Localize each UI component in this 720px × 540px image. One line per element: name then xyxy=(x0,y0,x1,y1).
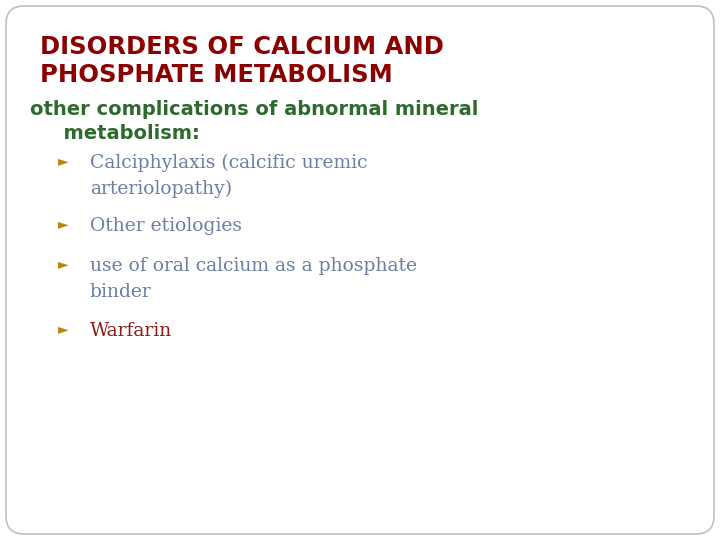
Text: ►: ► xyxy=(58,257,68,271)
Text: ►: ► xyxy=(58,154,68,168)
Text: ►: ► xyxy=(58,217,68,231)
Text: Warfarin: Warfarin xyxy=(90,322,172,340)
Text: DISORDERS OF CALCIUM AND: DISORDERS OF CALCIUM AND xyxy=(40,35,444,59)
Text: other complications of abnormal mineral: other complications of abnormal mineral xyxy=(30,100,478,119)
Text: Calciphylaxis (calcific uremic: Calciphylaxis (calcific uremic xyxy=(90,154,367,172)
Text: PHOSPHATE METABOLISM: PHOSPHATE METABOLISM xyxy=(40,63,392,87)
Text: ►: ► xyxy=(58,322,68,336)
Text: binder: binder xyxy=(90,283,152,301)
Text: arteriolopathy): arteriolopathy) xyxy=(90,180,232,198)
Text: Other etiologies: Other etiologies xyxy=(90,217,242,235)
Text: use of oral calcium as a phosphate: use of oral calcium as a phosphate xyxy=(90,257,417,275)
FancyBboxPatch shape xyxy=(6,6,714,534)
Text: metabolism:: metabolism: xyxy=(50,124,199,143)
